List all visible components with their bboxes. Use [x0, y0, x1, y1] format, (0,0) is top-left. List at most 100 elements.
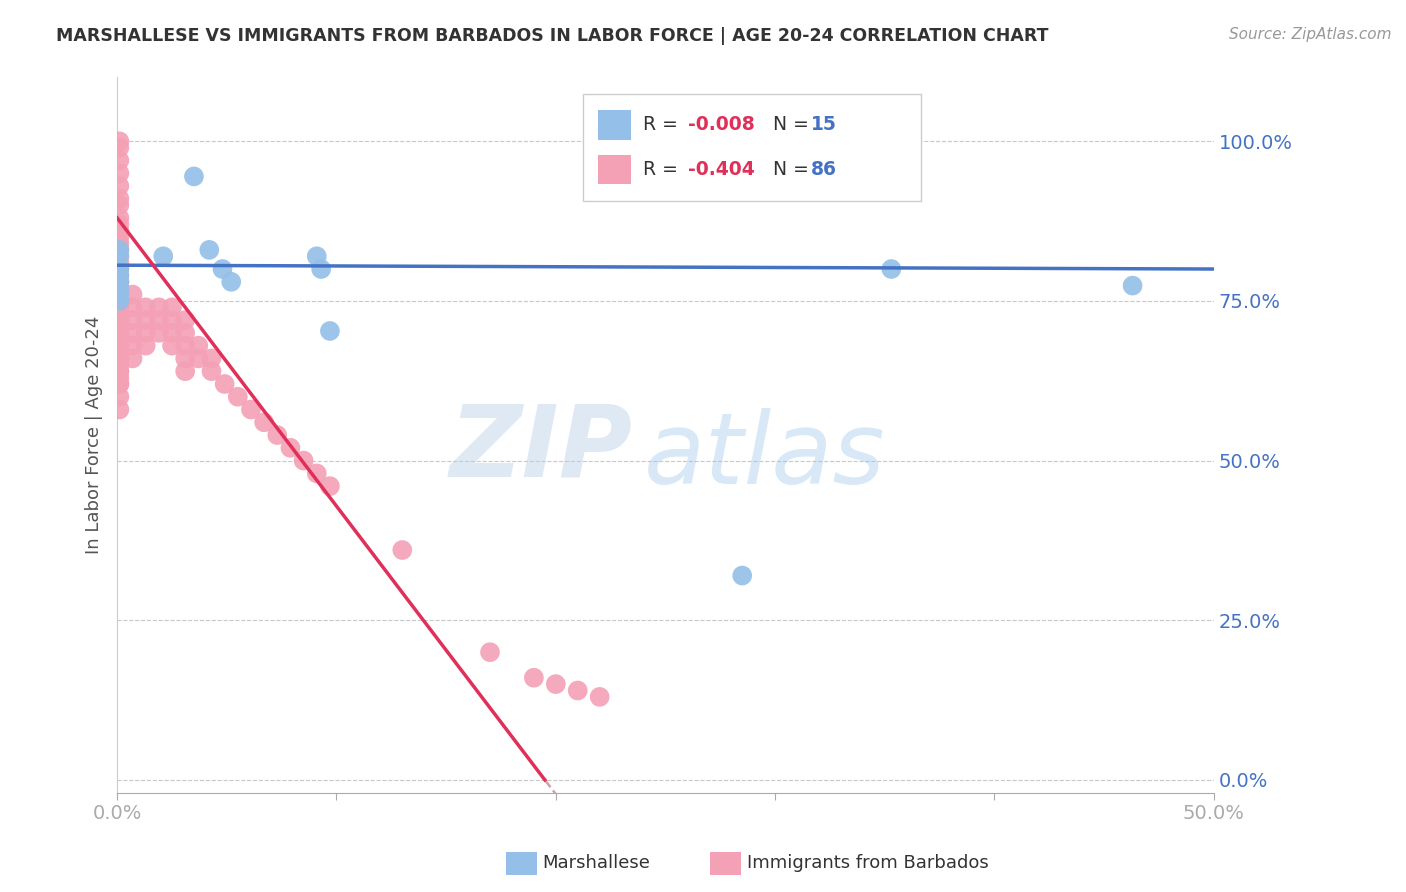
Point [108, 275, 131, 289]
Point [108, 281, 131, 295]
Point [108, 198, 131, 212]
Point [160, 339, 183, 353]
Text: -0.404: -0.404 [688, 160, 754, 179]
Point [108, 351, 131, 366]
Point [108, 339, 131, 353]
Point [108, 319, 131, 334]
Point [108, 345, 131, 359]
Point [108, 313, 131, 327]
Text: MARSHALLESE VS IMMIGRANTS FROM BARBADOS IN LABOR FORCE | AGE 20-24 CORRELATION C: MARSHALLESE VS IMMIGRANTS FROM BARBADOS … [56, 27, 1049, 45]
Text: R =: R = [643, 160, 683, 179]
Y-axis label: In Labor Force | Age 20-24: In Labor Force | Age 20-24 [86, 316, 103, 554]
Point [108, 249, 131, 263]
Point [108, 236, 131, 251]
Text: atlas: atlas [644, 408, 886, 505]
Point [108, 287, 131, 301]
Point [108, 370, 131, 384]
Point [200, 351, 222, 366]
Point [108, 390, 131, 404]
Point [108, 262, 131, 277]
Point [319, 479, 342, 493]
Point [187, 339, 209, 353]
Point [135, 326, 157, 340]
Point [108, 243, 131, 257]
Point [305, 249, 328, 263]
Point [198, 243, 221, 257]
Text: Source: ZipAtlas.com: Source: ZipAtlas.com [1229, 27, 1392, 42]
Point [148, 326, 170, 340]
Point [292, 453, 315, 467]
Point [174, 326, 197, 340]
Point [108, 301, 131, 315]
Point [108, 179, 131, 194]
Text: R =: R = [643, 115, 683, 135]
Point [148, 301, 170, 315]
Point [544, 677, 567, 691]
Point [108, 364, 131, 378]
Point [174, 364, 197, 378]
Point [183, 169, 205, 184]
Point [135, 313, 157, 327]
Point [108, 402, 131, 417]
Point [108, 211, 131, 225]
Text: ZIP: ZIP [450, 401, 633, 498]
Point [121, 287, 143, 301]
Point [108, 293, 131, 308]
Point [239, 402, 262, 417]
Point [108, 268, 131, 283]
Point [200, 364, 222, 378]
Point [280, 441, 302, 455]
Point [108, 326, 131, 340]
Point [319, 324, 342, 338]
Point [880, 262, 903, 277]
Point [108, 224, 131, 238]
Point [108, 287, 131, 301]
Text: Marshallese: Marshallese [543, 855, 651, 872]
Point [108, 249, 131, 263]
Point [174, 339, 197, 353]
Point [152, 249, 174, 263]
Point [108, 351, 131, 366]
Point [174, 313, 197, 327]
Point [108, 307, 131, 321]
Point [108, 293, 131, 308]
Point [160, 326, 183, 340]
Point [253, 415, 276, 429]
Point [121, 339, 143, 353]
Point [108, 339, 131, 353]
Point [135, 339, 157, 353]
Text: Immigrants from Barbados: Immigrants from Barbados [747, 855, 988, 872]
Point [479, 645, 502, 659]
Point [108, 217, 131, 231]
Point [266, 428, 288, 442]
Point [108, 376, 131, 391]
Point [108, 230, 131, 244]
Point [108, 262, 131, 277]
Point [108, 255, 131, 269]
Point [108, 281, 131, 295]
Point [160, 301, 183, 315]
Point [108, 192, 131, 206]
Point [211, 262, 233, 277]
Point [148, 313, 170, 327]
Text: 15: 15 [811, 115, 837, 135]
Text: -0.008: -0.008 [688, 115, 754, 135]
Point [1122, 278, 1144, 293]
Point [108, 313, 131, 327]
Text: N =: N = [773, 115, 815, 135]
Point [108, 243, 131, 257]
Point [121, 326, 143, 340]
Point [108, 376, 131, 391]
Point [108, 268, 131, 283]
Point [108, 141, 131, 155]
Point [160, 313, 183, 327]
Point [108, 364, 131, 378]
Point [567, 683, 589, 698]
Point [589, 690, 612, 704]
Point [108, 134, 131, 148]
Point [391, 543, 413, 558]
Point [121, 313, 143, 327]
Point [187, 351, 209, 366]
Point [108, 275, 131, 289]
Point [108, 358, 131, 372]
